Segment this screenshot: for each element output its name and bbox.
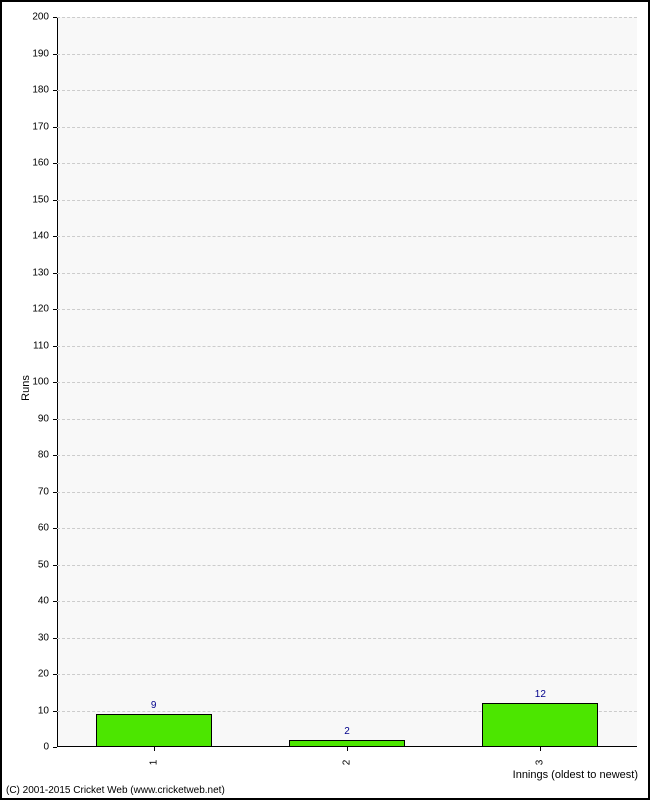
y-tick-label: 130 — [32, 267, 49, 278]
y-tick-label: 150 — [32, 194, 49, 205]
x-tick-mark — [154, 747, 155, 751]
y-tick-mark — [53, 747, 57, 748]
bar-value-label: 12 — [535, 689, 546, 700]
copyright-text: (C) 2001-2015 Cricket Web (www.cricketwe… — [6, 785, 225, 796]
gridline — [57, 419, 637, 420]
y-tick-label: 80 — [38, 450, 49, 461]
y-axis-title: Runs — [20, 375, 32, 401]
y-tick-mark — [53, 455, 57, 456]
chart-frame: 0 10 20 30 40 50 60 70 80 90 100 110 120 130 140 150 160… — [0, 0, 650, 800]
x-tick-mark — [347, 747, 348, 751]
x-tick-label: 2 — [342, 760, 353, 766]
y-tick-mark — [53, 200, 57, 201]
y-tick-mark — [53, 236, 57, 237]
y-tick-mark — [53, 90, 57, 91]
gridline — [57, 638, 637, 639]
y-tick-mark — [53, 54, 57, 55]
gridline — [57, 309, 637, 310]
y-tick-label: 20 — [38, 669, 49, 680]
y-tick-mark — [53, 492, 57, 493]
y-tick-label: 50 — [38, 559, 49, 570]
gridline — [57, 273, 637, 274]
y-tick-label: 70 — [38, 486, 49, 497]
bar — [289, 740, 405, 747]
bar-value-label: 9 — [151, 700, 157, 711]
gridline — [57, 382, 637, 383]
gridline — [57, 54, 637, 55]
y-tick-label: 140 — [32, 231, 49, 242]
y-tick-mark — [53, 17, 57, 18]
bar — [482, 703, 598, 747]
y-tick-mark — [53, 382, 57, 383]
gridline — [57, 565, 637, 566]
y-tick-label: 110 — [33, 340, 49, 351]
y-tick-mark — [53, 419, 57, 420]
gridline — [57, 90, 637, 91]
gridline — [57, 17, 637, 18]
y-tick-mark — [53, 127, 57, 128]
gridline — [57, 127, 637, 128]
y-tick-label: 200 — [32, 12, 49, 23]
y-tick-label: 90 — [38, 413, 49, 424]
y-tick-mark — [53, 638, 57, 639]
gridline — [57, 346, 637, 347]
y-tick-label: 60 — [38, 523, 49, 534]
gridline — [57, 492, 637, 493]
plot-area: 0102030405060708090100110120130140150160… — [57, 17, 637, 747]
x-tick-label: 1 — [148, 760, 159, 766]
gridline — [57, 163, 637, 164]
gridline — [57, 455, 637, 456]
y-tick-mark — [53, 601, 57, 602]
y-tick-label: 120 — [32, 304, 49, 315]
y-tick-label: 180 — [32, 85, 49, 96]
y-tick-mark — [53, 273, 57, 274]
x-axis-title: Innings (oldest to newest) — [513, 769, 638, 781]
y-tick-label: 40 — [38, 596, 49, 607]
y-tick-label: 0 — [43, 742, 49, 753]
y-tick-mark — [53, 674, 57, 675]
gridline — [57, 674, 637, 675]
y-tick-mark — [53, 528, 57, 529]
y-tick-label: 160 — [32, 158, 49, 169]
x-tick-label: 3 — [535, 760, 546, 766]
y-tick-mark — [53, 711, 57, 712]
y-tick-mark — [53, 346, 57, 347]
y-tick-label: 190 — [32, 48, 49, 59]
y-tick-label: 10 — [38, 705, 49, 716]
y-tick-label: 100 — [32, 377, 49, 388]
y-tick-label: 170 — [32, 121, 49, 132]
x-tick-mark — [540, 747, 541, 751]
y-tick-mark — [53, 565, 57, 566]
gridline — [57, 236, 637, 237]
gridline — [57, 601, 637, 602]
y-tick-label: 30 — [38, 632, 49, 643]
gridline — [57, 528, 637, 529]
gridline — [57, 200, 637, 201]
bar — [96, 714, 212, 747]
y-tick-mark — [53, 163, 57, 164]
bar-value-label: 2 — [344, 726, 350, 737]
y-tick-mark — [53, 309, 57, 310]
